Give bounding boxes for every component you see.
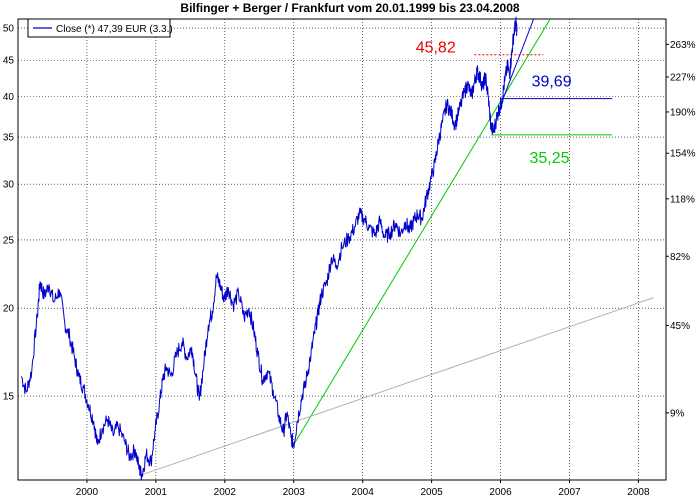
y-tick-label-30: 30 [3,180,15,191]
x-tick-label-2002: 2002 [214,487,237,498]
x-tick-label-2003: 2003 [283,487,306,498]
trend-upper-trend-blue [498,18,535,109]
y-tick-label-15: 15 [3,392,15,403]
price-series [20,16,518,480]
level-label-green: 35,25 [530,150,570,167]
level-lines: 45,82 39,69 35,25 [416,40,613,167]
level-label-red: 45,82 [416,40,456,57]
y2-tick-label-154%: 154% [670,149,696,160]
x-tick-label-2000: 2000 [76,487,99,498]
x-tick-label-2008: 2008 [627,487,650,498]
x-tick-label-2006: 2006 [489,487,512,498]
trend-lines [141,18,654,476]
legend-box [27,18,171,38]
x-tick-label-2005: 2005 [420,487,443,498]
plot-area [17,18,667,481]
trend-support-green [293,18,551,445]
y-tick-label-40: 40 [3,92,15,103]
level-label-blue: 39,69 [532,74,572,91]
y2-tick-label-263%: 263% [670,40,696,51]
trend-long-term-gray [141,297,654,476]
legend-label: Close (*) 47,39 EUR (3.3.) [56,24,173,35]
y2-tick-label-82%: 82% [670,252,690,263]
y-tick-label-35: 35 [3,133,15,144]
series-line-0 [20,16,518,480]
x-tick-label-2001: 2001 [145,487,168,498]
y2-tick-label-118%: 118% [670,194,695,205]
y-tick-label-50: 50 [3,24,15,35]
y2-tick-label-45%: 45% [670,321,690,332]
x-tick-label-2007: 2007 [558,487,581,498]
y2-tick-label-9%: 9% [670,408,685,419]
tick-labels: 2000 2001 2002 2003 2004 2005 2006 2007 2008 15 20… [3,24,696,498]
x-tick-label-2004: 2004 [352,487,375,498]
y-tick-label-25: 25 [3,235,15,246]
chart-title: Bilfinger + Berger / Frankfurt vom 20.01… [180,1,519,15]
y2-tick-label-227%: 227% [670,73,696,84]
y-tick-label-20: 20 [3,304,15,315]
y2-tick-label-190%: 190% [670,107,696,118]
legend: Close (*) 47,39 EUR (3.3.) [27,18,173,38]
y-tick-label-45: 45 [3,56,15,67]
